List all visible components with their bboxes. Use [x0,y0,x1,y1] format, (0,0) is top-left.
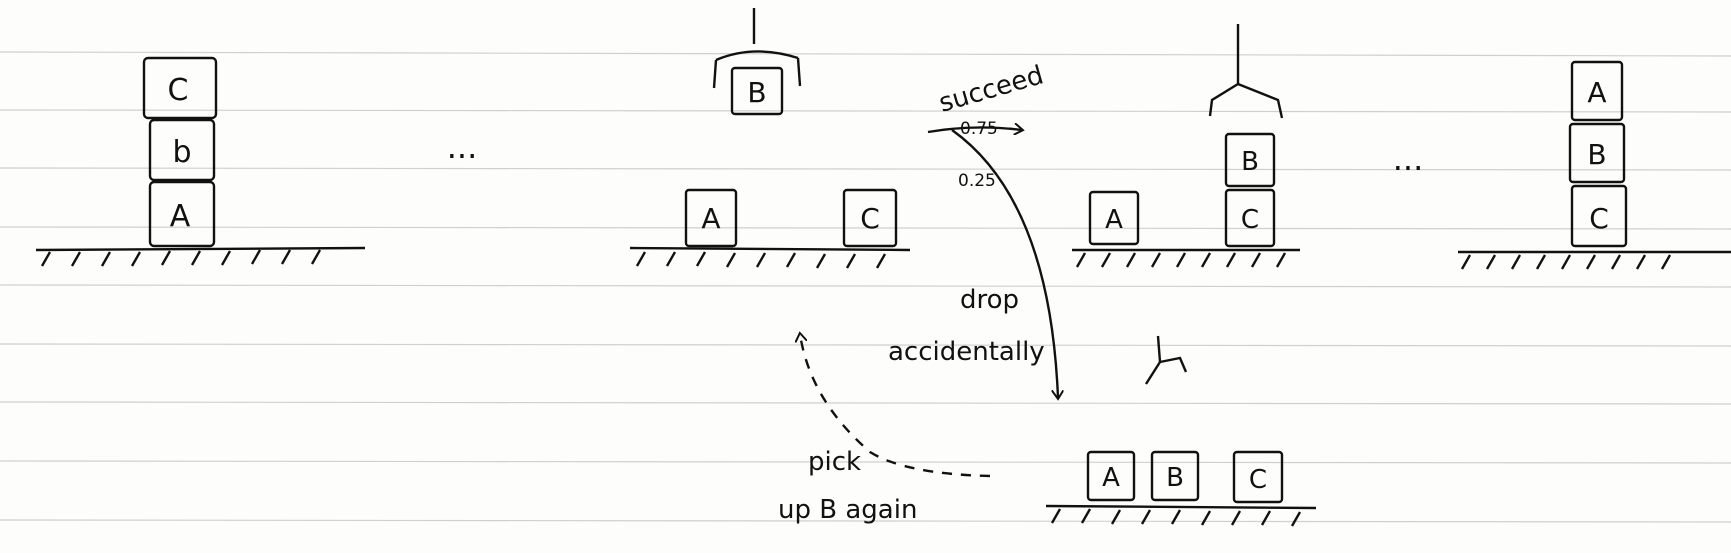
open-gripper [1208,24,1284,119]
block-a [1086,450,1136,502]
pick-label: pick [808,447,861,477]
state-2-labels: B A C [701,76,879,235]
ellipsis-2: ... [1393,140,1424,178]
transition-labels: succeed 0.75 0.25 drop accidentally pick… [778,60,1047,525]
state-3-labels: A B C [1105,147,1259,235]
state-1-labels: C b A [168,73,192,234]
table-surface [1458,250,1731,270]
state-3 [1072,24,1300,268]
block-b-label: b [172,135,191,170]
block-b [1568,122,1626,184]
block-b-label: B [1587,138,1606,171]
block-c [1570,184,1628,248]
block-a-label: A [701,202,720,235]
table-surface [1045,504,1317,527]
block-b [1150,450,1200,502]
drop-arrow [951,129,1058,398]
gripper [712,8,802,89]
state-4-labels: A B C [1587,76,1608,235]
state-5-labels: A B C [1102,463,1267,495]
table-surface [629,246,911,269]
block-a-label: A [1102,463,1120,493]
state-4 [1458,60,1731,270]
state-1 [35,56,366,267]
block-b [1224,132,1276,188]
block-c-label: C [168,73,189,108]
drop-label: drop [960,285,1019,315]
held-block-b [730,66,784,116]
table-surface [1072,248,1300,268]
accidentally-label: accidentally [888,337,1045,367]
transition-branch [800,127,1058,478]
up-b-again-label: up B again [778,495,917,525]
held-block-b-label: B [747,76,766,109]
block-a [148,180,216,248]
block-c-label: C [1589,202,1609,235]
block-c [1224,188,1276,248]
block-c-label: C [1241,205,1259,235]
block-a [684,188,738,248]
block-c [842,188,898,248]
state-5 [1045,335,1317,527]
block-a-label: A [1587,76,1606,109]
table-surface [35,246,366,267]
succeed-prob-label: 0.75 [960,119,998,139]
block-a [1088,190,1140,246]
drop-prob-label: 0.25 [958,171,996,191]
succeed-label: succeed [936,60,1047,118]
ellipsis-1: ... [447,128,478,166]
block-a-label: A [1105,205,1123,235]
block-c [1232,450,1284,504]
block-b-label: B [1241,147,1259,177]
block-b [148,118,216,182]
succeed-arrow [927,127,1022,132]
block-c-label: C [860,202,880,235]
block-a-label: A [170,199,191,234]
block-c-label: C [1249,465,1267,495]
gripper [1144,335,1188,385]
pick-again-arrow [800,334,991,478]
ruled-lines [0,51,1731,523]
block-b-label: B [1166,463,1184,493]
state-2 [629,8,911,269]
block-c [142,56,218,120]
block-a [1570,60,1624,122]
